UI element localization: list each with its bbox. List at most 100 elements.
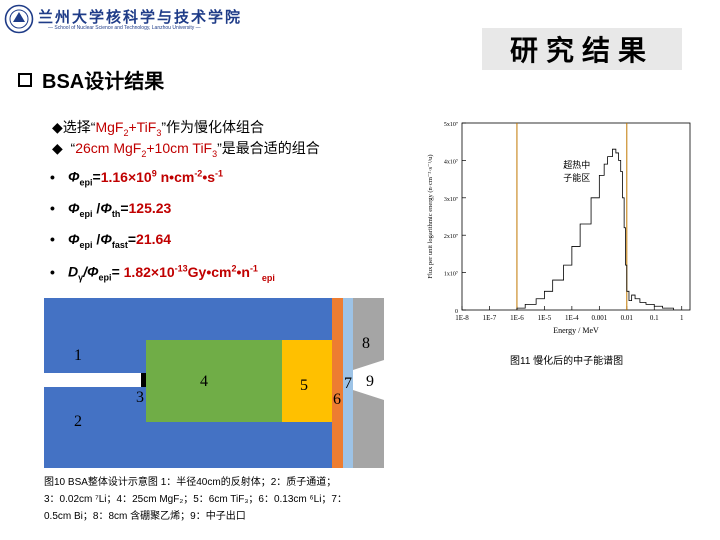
label-8: 8	[362, 335, 370, 352]
text-frag: 2	[231, 263, 237, 273]
y-tick-label: 4x10⁷	[444, 159, 458, 165]
label-3: 3	[136, 389, 144, 406]
dot-bullet-icon: •	[50, 200, 55, 216]
checkbox-square-icon	[18, 72, 32, 87]
text-frag: -2	[194, 168, 203, 178]
result-title: 研究结果	[482, 28, 682, 70]
text-frag: /	[92, 231, 101, 247]
school-subtitle: — School of Nuclear Science and Technolo…	[48, 25, 201, 31]
text-frag: MgF	[95, 119, 124, 135]
y-tick-label: 0	[455, 309, 458, 315]
label-5: 5	[300, 377, 308, 394]
text-frag: =	[120, 200, 129, 216]
x-tick-label: 1	[680, 314, 684, 322]
fig11-caption: 图11 慢化后的中子能谱图	[510, 356, 624, 367]
annotation-line: 超热中	[563, 159, 590, 171]
value-phi-epi: 1.16×10	[100, 168, 152, 185]
text-frag: Φ	[68, 168, 80, 185]
fig10-caption: 图10 BSA整体设计示意图 1：半径40cm的反射体；2：质子通道； 3：0.…	[44, 474, 396, 525]
y-tick-label: 2x10⁷	[444, 234, 458, 240]
text-frag: =	[111, 263, 124, 280]
label-9: 9	[366, 373, 374, 390]
text-frag: n•cm	[156, 168, 195, 185]
mgf2-moderator	[146, 340, 282, 422]
text-frag: 26cm MgF	[75, 140, 142, 156]
text-frag: γ	[78, 272, 84, 283]
label-2: 2	[74, 413, 82, 430]
text-frag: epi	[261, 272, 275, 283]
y-tick-label: 5x10⁷	[444, 122, 458, 128]
text-frag: Φ	[87, 263, 99, 280]
proton-channel	[44, 373, 144, 387]
plot-frame	[461, 122, 691, 311]
li6-layer	[332, 298, 343, 468]
dot-bullet-icon: •	[50, 263, 55, 280]
text-frag: 9	[151, 168, 157, 178]
text-frag: -1	[215, 168, 224, 178]
text-frag: fast	[111, 239, 128, 250]
x-tick-label: 0.001	[591, 314, 607, 322]
text-frag: 3	[156, 127, 162, 138]
value-ratio-fast: 21.64	[136, 231, 172, 247]
bullet-best-combo: ◆ “26cm MgF2+10cm TiF3”是最合适的组合	[52, 138, 320, 159]
section-title-text: BSA设计结果	[42, 71, 165, 93]
text-frag: -1	[249, 263, 258, 273]
text-frag: 2	[123, 127, 129, 138]
text-frag: epi	[79, 239, 93, 250]
y-tick-label: 3x10⁷	[444, 197, 458, 203]
bsa-diagram: 1 2 3 4 5 6 7 8 9	[44, 298, 384, 468]
x-tick-label: 0.01	[621, 314, 634, 322]
text-frag: =	[127, 231, 137, 247]
x-tick-label: 1E-6	[510, 314, 524, 322]
text-frag: +TiF	[128, 119, 157, 135]
x-tick-label: 0.1	[650, 314, 659, 322]
text-frag: th	[111, 208, 121, 219]
neutron-outlet	[353, 360, 384, 400]
diamond-bullet-icon: ◆	[52, 119, 63, 135]
x-tick-label: 1E-4	[565, 314, 579, 322]
label-6: 6	[333, 391, 341, 408]
text-frag: epi	[98, 272, 112, 283]
spectrum-line	[516, 148, 674, 310]
text-frag: D	[68, 263, 79, 280]
x-tick-label: 1E-7	[483, 314, 497, 322]
bullet-moderator-choice: ◆选择“MgF2+TiF3”作为慢化体组合	[52, 117, 264, 138]
text-frag: “	[70, 140, 76, 156]
y-axis-label: Flux per unit logarithmic energy (n·cm⁻²…	[427, 154, 434, 278]
text-frag: Φ	[68, 200, 80, 216]
label-1: 1	[74, 347, 82, 364]
caption-line: 3：0.02cm ⁷Li；4：25cm MgF₂；5：6cm TiF₃；6：0.…	[44, 494, 347, 505]
result-ratio-th: • Φepi /Φth=125.23	[50, 200, 171, 219]
label-4: 4	[200, 373, 208, 390]
material-text: MgF2+TiF3	[95, 119, 162, 138]
result-gamma-dose: • Dγ/Φepi= 1.82×10-13Gy•cm2•n-1 epi	[50, 263, 275, 283]
x-tick-label: 1E-8	[455, 314, 469, 322]
combo-text: 26cm MgF2+10cm TiF3	[75, 140, 217, 159]
text-frag: =	[92, 168, 101, 185]
diamond-bullet-icon: ◆	[52, 140, 71, 156]
bi-layer	[343, 298, 353, 468]
value-ratio-th: 125.23	[128, 200, 172, 216]
caption-line: 0.5cm Bi；8：8cm 含硼聚乙烯；9：中子出口	[44, 511, 246, 522]
text-frag: 2	[141, 148, 147, 159]
text-frag: Φ	[100, 200, 112, 216]
tif3-moderator	[282, 340, 332, 422]
value-gamma-dose: 1.82×10	[123, 263, 175, 280]
text-frag: ”是最合适的组合	[217, 140, 320, 156]
caption-line: 图10 BSA整体设计示意图 1：半径40cm的反射体；2：质子通道；	[44, 477, 337, 488]
y-tick-label: 1x10⁷	[444, 272, 458, 278]
text-frag: 选择“	[62, 119, 96, 135]
dot-bullet-icon: •	[50, 168, 55, 185]
text-frag: •n	[236, 263, 250, 280]
annotation-line: 子能区	[563, 172, 590, 184]
text-frag: •s	[202, 168, 216, 185]
x-axis-label: Energy / MeV	[553, 326, 599, 335]
li7-target	[141, 373, 146, 387]
text-frag: ”作为慢化体组合	[161, 119, 265, 135]
result-ratio-fast: • Φepi /Φfast=21.64	[50, 231, 171, 250]
text-frag: +10cm TiF	[146, 140, 213, 156]
text-frag: -13	[174, 263, 188, 273]
label-7: 7	[344, 375, 352, 392]
text-frag: epi	[79, 208, 93, 219]
x-tick-label: 1E-5	[538, 314, 552, 322]
